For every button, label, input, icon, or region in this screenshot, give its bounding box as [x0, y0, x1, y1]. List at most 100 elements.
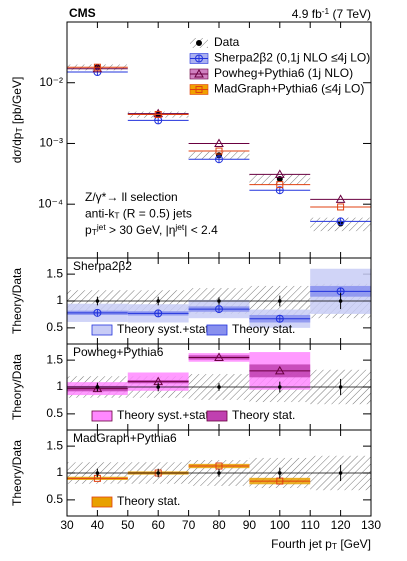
y-tick-label: 0.5 [46, 320, 63, 334]
marker [215, 147, 223, 155]
text-segment: -1 [322, 6, 330, 16]
marker [92, 383, 103, 393]
marker [93, 63, 101, 71]
text-segment: T [14, 127, 24, 132]
y-tick-label: 0.5 [46, 492, 63, 506]
legend-swatch [206, 324, 228, 336]
y-tick-label: 10⁻² [39, 75, 63, 89]
text-segment: (7 TeV) [329, 7, 371, 21]
text-segment: 4.9 fb [292, 7, 322, 21]
legend-label: Data [214, 35, 240, 49]
text-segment: > 30 GeV, |η [106, 223, 176, 237]
text-segment: T [332, 541, 337, 551]
legend-label: Theory stat. [117, 494, 180, 508]
text-segment: dσ/dp [10, 132, 24, 163]
marker [194, 68, 204, 78]
marker [276, 181, 284, 189]
data-point [217, 385, 221, 389]
text-segment: Z/γ*→ ll selection [85, 190, 178, 204]
annotation: pTjet > 30 GeV, |ηjet| < 2.4 [85, 222, 218, 238]
plot-area [67, 455, 371, 491]
marker [214, 352, 224, 361]
marker [337, 203, 345, 211]
legend-label: Powheg+Pythia6 (1j NLO) [214, 66, 353, 80]
y-axis-label: Theory/Data [10, 440, 24, 506]
marker [215, 305, 223, 314]
x-tick-label: 50 [121, 518, 135, 532]
text-segment: anti-k [85, 207, 115, 221]
legend-swatch [206, 410, 228, 422]
text-segment: jet [96, 222, 107, 232]
data-point [95, 299, 100, 303]
data-point [95, 471, 100, 475]
x-axis-label: Fourth jet pT [GeV] [271, 537, 371, 551]
y-tick-label: 1 [56, 293, 63, 307]
x-tick-label: 30 [60, 518, 74, 532]
x-tick-label: 120 [331, 518, 351, 532]
y-tick-label: 1 [56, 465, 63, 479]
plot-area [67, 352, 371, 405]
panel-label: Sherpa2β2 [73, 259, 132, 273]
data-point [156, 299, 160, 303]
legend-swatch [91, 496, 113, 508]
text-segment: T [92, 227, 97, 237]
annotation: anti-kT (R = 0.5) jets [85, 207, 192, 221]
legend-swatch [91, 410, 113, 422]
marker [195, 86, 203, 93]
data-point [338, 385, 343, 389]
marker [336, 217, 345, 226]
marker [215, 462, 223, 470]
panel-label: MadGraph+Pythia6 [73, 431, 177, 445]
x-tick-label: 80 [212, 518, 226, 532]
text-segment: [GeV] [337, 537, 371, 551]
y-tick-label: 0.5 [46, 406, 63, 420]
text-segment: jet [174, 222, 185, 232]
annotation: Z/γ*→ ll selection [85, 190, 178, 204]
data-point [156, 385, 160, 389]
data-point [95, 385, 100, 389]
marker [214, 138, 224, 147]
text-segment: Fourth jet p [271, 537, 332, 551]
plot-area [67, 63, 371, 232]
y-tick-label: 1.5 [46, 438, 63, 452]
marker [154, 110, 162, 118]
text-segment: T [114, 211, 119, 221]
marker [93, 308, 102, 317]
plot-area [67, 268, 371, 328]
marker [335, 194, 346, 203]
y-axis-label: dσ/dpT [pb/GeV] [10, 77, 24, 164]
legend-label: Theory stat. [232, 322, 295, 336]
x-tick-label: 100 [270, 518, 290, 532]
text-segment: (R = 0.5) jets [119, 207, 191, 221]
y-tick-label: 1.5 [46, 352, 63, 366]
marker [195, 54, 203, 63]
y-tick-label: 1.5 [46, 266, 63, 280]
marker [154, 309, 163, 318]
x-tick-label: 110 [301, 518, 320, 532]
marker [274, 365, 285, 375]
x-tick-label: 60 [152, 518, 166, 532]
marker [153, 108, 164, 118]
x-tick-label: 90 [243, 518, 257, 532]
y-axis-label: Theory/Data [10, 354, 24, 420]
data-point [278, 299, 282, 303]
text-segment: | < 2.4 [184, 223, 218, 237]
legend-swatch [91, 324, 113, 336]
data-point [338, 471, 343, 475]
y-tick-label: 1 [56, 379, 63, 393]
chart-subtitle: 4.9 fb-1 (7 TeV) [292, 6, 371, 22]
data-point [338, 299, 343, 303]
data-point [217, 471, 221, 475]
marker [274, 169, 285, 178]
legend-label: Theory stat. [232, 408, 295, 422]
data-point [278, 471, 282, 475]
x-tick-label: 40 [91, 518, 105, 532]
marker [196, 40, 202, 46]
y-tick-label: 10⁻³ [39, 136, 63, 150]
marker [215, 155, 223, 164]
legend-label: MadGraph+Pythia6 (≤4j LO) [214, 82, 364, 96]
y-axis-label: Theory/Data [10, 268, 24, 334]
marker [275, 314, 284, 323]
chart-title: CMS [69, 6, 96, 20]
